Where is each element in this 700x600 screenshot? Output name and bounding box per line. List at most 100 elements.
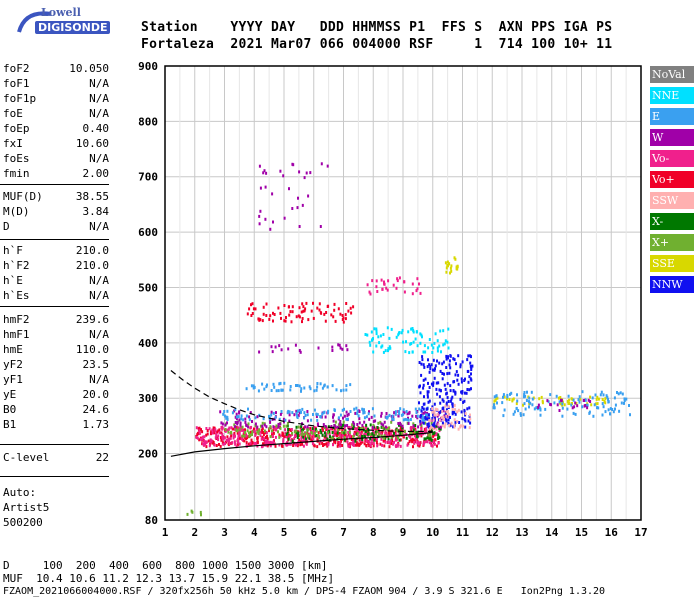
scatter-point xyxy=(471,364,474,368)
scatter-point xyxy=(409,431,412,435)
scatter-point xyxy=(293,434,296,438)
scatter-point xyxy=(327,409,330,413)
scatter-point xyxy=(515,402,518,406)
scatter-point xyxy=(251,420,253,423)
scatter-point xyxy=(506,395,509,399)
scatter-point xyxy=(438,411,441,415)
legend-item-noval: NoVal xyxy=(650,66,694,83)
scatter-point xyxy=(454,390,457,394)
scatter-point xyxy=(408,351,411,355)
scatter-point xyxy=(363,416,366,420)
scatter-point xyxy=(233,423,236,427)
scatter-cluster-w xyxy=(258,343,349,354)
scatter-point xyxy=(623,397,626,401)
scatter-point xyxy=(215,444,218,447)
scatter-point xyxy=(426,424,429,428)
scatter-point xyxy=(311,442,314,446)
scatter-point xyxy=(444,404,447,408)
param-row: C-level 22 xyxy=(3,451,109,466)
scatter-point xyxy=(617,392,620,396)
scatter-point xyxy=(392,283,395,287)
scatter-point xyxy=(296,442,299,446)
scatter-point xyxy=(454,412,457,416)
scatter-point xyxy=(313,425,316,429)
scatter-point xyxy=(406,412,409,416)
scatter-point xyxy=(435,381,438,385)
y-tick-label: 400 xyxy=(138,337,158,350)
scatter-point xyxy=(447,262,450,266)
scatter-point xyxy=(397,331,400,335)
scatter-point xyxy=(297,414,300,418)
scatter-point xyxy=(386,326,389,330)
scatter-point xyxy=(272,431,275,435)
scatter-point xyxy=(600,390,603,394)
scatter-point xyxy=(391,414,394,418)
scatter-point xyxy=(298,408,301,412)
param-row: fxI 10.60 xyxy=(3,137,109,152)
param-value: N/A xyxy=(89,289,109,302)
scatter-point xyxy=(241,425,244,429)
scatter-point xyxy=(256,436,259,440)
scatter-point xyxy=(556,403,559,407)
scatter-point xyxy=(282,434,285,438)
scatter-point xyxy=(445,366,448,369)
scatter-point xyxy=(356,443,359,447)
scatter-point xyxy=(308,436,311,440)
scatter-point xyxy=(448,363,451,367)
scatter-point xyxy=(345,344,348,348)
scatter-point xyxy=(621,392,624,396)
scatter-point xyxy=(424,421,427,425)
scatter-point xyxy=(301,320,303,324)
scatter-point xyxy=(416,430,419,434)
scatter-point xyxy=(345,417,348,421)
scatter-point xyxy=(275,411,277,415)
scatter-point xyxy=(280,388,283,392)
scatter-point xyxy=(219,436,222,439)
scatter-point xyxy=(268,317,271,321)
scatter-point xyxy=(290,428,293,431)
param-value: N/A xyxy=(89,328,109,341)
scatter-point xyxy=(467,380,470,384)
scatter-point xyxy=(208,427,211,431)
scatter-point xyxy=(254,416,257,420)
x-tick-label: 1 xyxy=(162,526,169,539)
scatter-point xyxy=(364,430,367,433)
scatter-point xyxy=(427,381,429,385)
scatter-point xyxy=(363,408,365,412)
scatter-point xyxy=(449,366,452,370)
scatter-point xyxy=(433,431,436,435)
scatter-point xyxy=(239,423,242,427)
param-row: foE N/A xyxy=(3,107,109,122)
scatter-point xyxy=(393,411,396,415)
scatter-point xyxy=(583,404,586,408)
scatter-point xyxy=(570,403,573,407)
scatter-cluster-nnw xyxy=(418,354,474,429)
scatter-point xyxy=(407,418,410,422)
scatter-point xyxy=(300,428,303,432)
param-row: B1 1.73 xyxy=(3,418,109,433)
scatter-point xyxy=(443,383,446,387)
scatter-point xyxy=(323,384,326,388)
scatter-point xyxy=(581,405,584,409)
scatter-point xyxy=(350,426,353,430)
scatter-point xyxy=(380,422,383,426)
scatter-point xyxy=(275,389,278,393)
parameter-panel: foF2 10.050 foF1 N/A foF1p N/A foE N/A foEp 0.40 f… xyxy=(0,0,115,540)
param-row: yF2 23.5 xyxy=(3,358,109,373)
scatter-point xyxy=(452,389,455,393)
scatter-point xyxy=(267,440,270,444)
scatter-point xyxy=(348,431,351,434)
param-row: B0 24.6 xyxy=(3,403,109,418)
scatter-point xyxy=(373,438,376,442)
scatter-point xyxy=(270,429,273,433)
scatter-point xyxy=(469,421,472,425)
scatter-cluster-w xyxy=(219,409,449,429)
scatter-point xyxy=(219,444,222,448)
scatter-point xyxy=(388,336,391,340)
scatter-point xyxy=(363,428,366,432)
scatter-point xyxy=(324,415,327,419)
scatter-point xyxy=(361,440,364,444)
scatter-point xyxy=(384,349,387,353)
scatter-point xyxy=(277,422,280,426)
scatter-point xyxy=(242,418,245,422)
